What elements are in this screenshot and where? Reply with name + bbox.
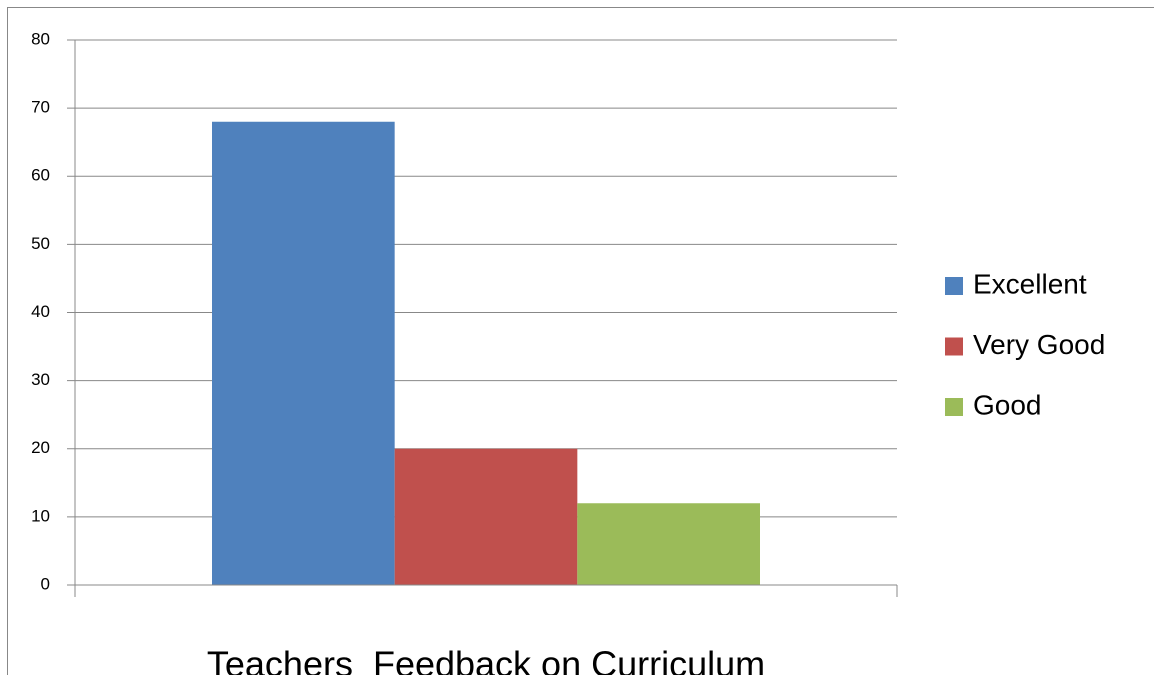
- legend-label: Excellent: [973, 268, 1087, 299]
- bar: [577, 503, 760, 585]
- bar: [394, 448, 578, 585]
- y-tick-label: 0: [41, 574, 50, 593]
- y-tick-label: 80: [31, 29, 50, 48]
- legend-swatch: [945, 277, 963, 295]
- y-tick-label: 20: [31, 438, 50, 457]
- y-tick-label: 50: [31, 234, 50, 253]
- y-tick-label: 70: [31, 98, 50, 117]
- legend-label: Good: [973, 389, 1042, 420]
- y-tick-label: 10: [31, 506, 50, 525]
- legend-label: Very Good: [973, 329, 1105, 360]
- y-tick-label: 40: [31, 302, 50, 321]
- y-tick-label: 60: [31, 166, 50, 185]
- x-tick-label: Teachers Feedback on Curriculum: [207, 644, 765, 675]
- bar: [212, 121, 395, 585]
- legend-swatch: [945, 337, 963, 356]
- y-tick-label: 30: [31, 370, 50, 389]
- legend-swatch: [945, 398, 963, 416]
